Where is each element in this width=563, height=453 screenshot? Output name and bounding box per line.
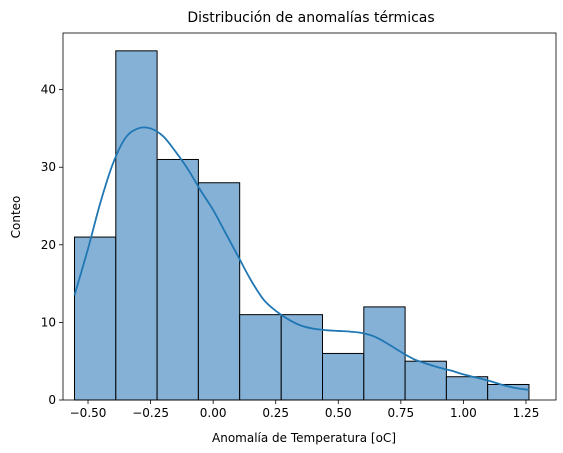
chart-title: Distribución de anomalías térmicas [187,10,434,26]
x-tick-label: 0.25 [262,406,289,420]
x-tick-label: −0.25 [132,406,169,420]
y-tick-label: 40 [41,83,56,97]
x-tick-label: 1.00 [450,406,477,420]
histogram-bar-10 [445,376,489,401]
histogram-bar-2 [115,50,158,401]
histogram-bar-8 [363,306,406,401]
histogram-bar-3 [156,158,199,401]
y-tick-label: 0 [48,393,56,407]
x-axis-label: Anomalía de Temperatura [oC] [212,431,396,445]
kde-curve [73,126,530,391]
y-tick-label: 10 [41,315,56,329]
x-tick-label: 0.00 [200,406,227,420]
y-axis-label: Conteo [9,196,23,239]
x-tick-label: 0.75 [387,406,414,420]
histogram-bar-7 [322,352,365,401]
x-tick-label: 0.50 [325,406,352,420]
histogram-bar-6 [280,314,324,401]
histogram-bars [74,50,530,401]
y-tick-label: 30 [41,160,56,174]
x-axis-ticks: −0.50 −0.25 0.00 0.25 0.50 0.75 1.00 1.25 [70,400,540,420]
histogram-bar-4 [197,182,241,401]
histogram-bar-1 [74,236,117,401]
plot-frame [62,32,557,401]
histogram-bar-5 [239,314,282,401]
y-tick-label: 20 [41,238,56,252]
x-tick-label: −0.50 [70,406,107,420]
y-axis-ticks: 0 10 20 30 40 [41,83,63,407]
x-tick-label: 1.25 [513,406,540,420]
